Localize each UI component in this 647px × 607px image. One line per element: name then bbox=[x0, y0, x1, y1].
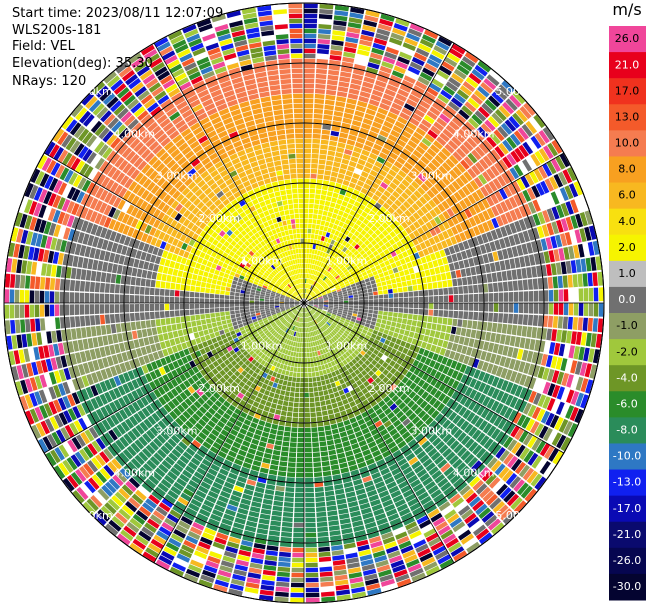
colorbar-swatch bbox=[609, 26, 646, 53]
colorbar-swatch bbox=[609, 495, 646, 523]
colorbar-swatch bbox=[609, 521, 646, 549]
scan-info: Start time: 2023/08/11 12:07:09 WLS200s-… bbox=[12, 6, 223, 91]
colorbar-label: 1.0 bbox=[618, 267, 636, 280]
range-labels: 1.00km 2.00km 3.00km 4.00km 5.00km 1.00km 2.00… bbox=[71, 85, 537, 522]
colorbar-label: -8.0 bbox=[616, 424, 637, 437]
colorbar-label: -1.0 bbox=[616, 319, 637, 332]
azimuth-spokes bbox=[4, 3, 604, 603]
colorbar-label: 0.0 bbox=[618, 293, 636, 306]
colorbar-label: 13.0 bbox=[615, 110, 640, 123]
range-label: 4.00km bbox=[114, 467, 156, 480]
range-label: 1.00km bbox=[326, 255, 368, 268]
range-label: 3.00km bbox=[410, 424, 452, 437]
range-label: 2.00km bbox=[198, 212, 240, 225]
colorbar-swatch bbox=[609, 130, 646, 157]
range-label: 4.00km bbox=[453, 127, 495, 140]
range-label: 1.00km bbox=[241, 339, 283, 352]
colorbar-swatch bbox=[609, 104, 646, 131]
colorbar-swatch bbox=[609, 313, 646, 340]
colorbar-label: -4.0 bbox=[616, 371, 637, 384]
colorbar-swatch bbox=[609, 182, 646, 210]
field-text: Field: VEL bbox=[12, 39, 75, 54]
colorbar-label: -26.0 bbox=[613, 554, 641, 567]
nrays-text: NRays: 120 bbox=[12, 74, 87, 89]
colorbar-swatch bbox=[609, 547, 646, 575]
range-label: 1.00km bbox=[241, 255, 283, 268]
range-label: 3.00km bbox=[156, 424, 198, 437]
range-label: 5.00km bbox=[495, 85, 537, 98]
velocity-field bbox=[4, 3, 604, 603]
range-label: 2.00km bbox=[368, 212, 410, 225]
range-label: 3.00km bbox=[156, 170, 198, 183]
colorbar-label: 8.0 bbox=[618, 163, 636, 176]
colorbar-label: 2.0 bbox=[618, 241, 636, 254]
colorbar-swatch bbox=[609, 260, 646, 288]
colorbar-swatch bbox=[609, 365, 646, 392]
colorbar-label: -6.0 bbox=[616, 397, 637, 410]
colorbar-swatch bbox=[609, 286, 646, 314]
colorbar-swatch bbox=[609, 417, 646, 444]
colorbar-label: -2.0 bbox=[616, 345, 637, 358]
colorbar-swatch bbox=[609, 573, 646, 601]
range-label: 4.00km bbox=[453, 467, 495, 480]
range-label: 5.00km bbox=[71, 509, 113, 522]
range-label: 3.00km bbox=[410, 170, 452, 183]
colorbar-swatch bbox=[609, 339, 646, 366]
colorbar-label: 10.0 bbox=[615, 137, 640, 150]
range-label: 4.00km bbox=[114, 127, 156, 140]
colorbar-unit: m/s bbox=[612, 0, 642, 19]
colorbar-label: 21.0 bbox=[615, 58, 640, 71]
colorbar-swatch bbox=[609, 78, 646, 105]
range-label: 1.00km bbox=[326, 339, 368, 352]
ppi-velocity-plot: 1.00km 2.00km 3.00km 4.00km 5.00km 1.00km 2.00… bbox=[3, 2, 605, 604]
colorbar-swatch bbox=[609, 52, 646, 79]
colorbar-label: 6.0 bbox=[618, 189, 636, 202]
colorbar-swatch bbox=[609, 391, 646, 418]
colorbar-swatch bbox=[609, 443, 646, 471]
colorbar-swatch bbox=[609, 469, 646, 497]
range-label: 5.00km bbox=[71, 85, 113, 98]
colorbar-label: -17.0 bbox=[613, 502, 641, 515]
elevation-text: Elevation(deg): 35.30 bbox=[12, 55, 153, 71]
velocity-colorbar: 26.0 21.0 17.0 13.0 10.0 8.0 6.0 4.0 2.0 1.0 0.0 -1… bbox=[609, 26, 646, 601]
colorbar-label: -21.0 bbox=[613, 528, 641, 541]
range-label: 5.00km bbox=[495, 509, 537, 522]
colorbar-label: -10.0 bbox=[613, 450, 641, 463]
colorbar-label: 4.0 bbox=[618, 215, 636, 228]
instrument-text: WLS200s-181 bbox=[12, 22, 102, 38]
colorbar-label: 26.0 bbox=[615, 32, 640, 45]
start-time-text: Start time: 2023/08/11 12:07:09 bbox=[12, 6, 224, 21]
colorbar-label: 17.0 bbox=[615, 84, 640, 97]
colorbar-swatch bbox=[609, 156, 646, 184]
colorbar-swatch bbox=[609, 208, 646, 236]
colorbar-swatch bbox=[609, 234, 646, 262]
range-label: 2.00km bbox=[368, 382, 410, 395]
range-label: 2.00km bbox=[198, 382, 240, 395]
colorbar-label: -30.0 bbox=[613, 580, 641, 593]
colorbar-label: -13.0 bbox=[613, 476, 641, 489]
